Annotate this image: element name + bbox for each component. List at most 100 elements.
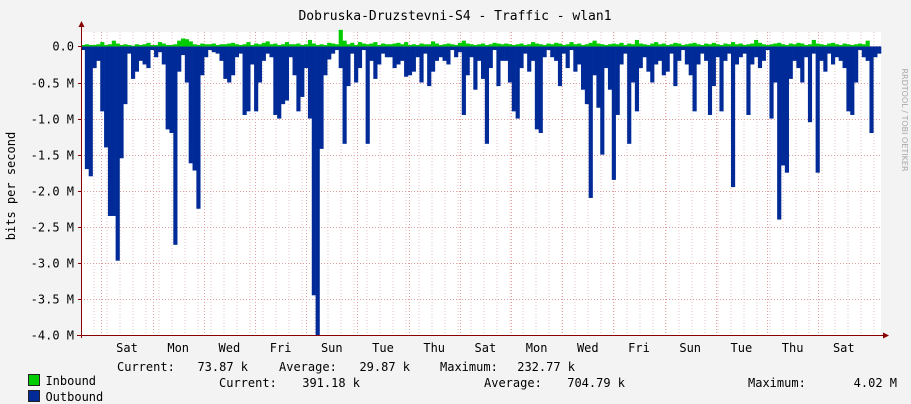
outbound-average-value: 704.79 k [567, 376, 626, 390]
outbound-bar [581, 46, 586, 90]
x-tick-label: Thu [782, 341, 804, 355]
inbound-bar [634, 39, 639, 47]
y-tick-label: -1.0 M [31, 113, 74, 127]
x-tick-label: Tue [372, 341, 394, 355]
outbound-bar [742, 46, 747, 54]
outbound-bar [261, 46, 266, 61]
outbound-bar [738, 46, 743, 58]
outbound-bar [696, 46, 701, 65]
outbound-bar [284, 46, 289, 101]
inbound-bar [784, 44, 789, 47]
outbound-bar [623, 46, 628, 54]
inbound-bar [265, 41, 270, 47]
legend-inbound: Inbound [14, 360, 96, 388]
inbound-bar [761, 44, 766, 47]
inbound-bar [392, 43, 397, 47]
inbound-maximum-value: 232.77 k [517, 360, 576, 374]
outbound-bar [207, 46, 213, 51]
outbound-bar [477, 46, 482, 61]
outbound-bar [369, 46, 374, 61]
inbound-bar [750, 43, 755, 47]
outbound-bar [361, 46, 366, 51]
inbound-bar [96, 44, 101, 47]
inbound-bar [719, 44, 724, 47]
inbound-bar [688, 43, 693, 47]
outbound-bar [561, 46, 566, 54]
outbound-bar [515, 46, 520, 119]
y-tick-label: -2.5 M [31, 221, 74, 235]
outbound-current-value: 391.18 k [302, 376, 361, 390]
inbound-bar [727, 44, 732, 47]
outbound-bar [465, 46, 470, 76]
inbound-bar [192, 44, 197, 47]
inbound-bar [454, 44, 459, 47]
x-tick-label: Sun [321, 341, 343, 355]
outbound-bar [354, 46, 359, 83]
outbound-bar [292, 46, 297, 76]
inbound-bar [723, 43, 728, 47]
outbound-bar [877, 46, 882, 54]
inbound-bar [534, 43, 539, 47]
outbound-bar [427, 46, 432, 87]
outbound-bar [688, 46, 693, 76]
outbound-bar [327, 46, 332, 60]
inbound-current-label: Current: [117, 360, 175, 374]
inbound-bar [677, 43, 682, 47]
outbound-bar [442, 46, 447, 61]
outbound-bar [754, 46, 759, 58]
outbound-bar [296, 46, 301, 112]
outbound-bar [484, 46, 489, 144]
outbound-bar [811, 46, 816, 54]
y-axis-label: bits per second [4, 132, 18, 240]
inbound-bar [281, 44, 286, 47]
outbound-bar [838, 46, 843, 61]
inbound-bar [304, 44, 309, 47]
inbound-bar [511, 44, 516, 47]
inbound-bar [123, 44, 128, 47]
outbound-bar [373, 46, 378, 79]
outbound-bar [577, 46, 582, 65]
outbound-bar [850, 46, 855, 115]
outbound-maximum-value: 4.02 M [853, 376, 898, 390]
inbound-bar [173, 44, 178, 47]
inbound-average: Average: 29.87 k [279, 360, 410, 374]
inbound-bar [107, 44, 113, 47]
data-bars [81, 29, 882, 336]
inbound-bar [527, 44, 532, 47]
inbound-bar [146, 42, 151, 47]
outbound-bar [215, 46, 220, 54]
x-tick-label: Thu [423, 341, 445, 355]
inbound-bar [465, 43, 470, 47]
outbound-bar [165, 46, 170, 130]
outbound-bar [777, 46, 782, 220]
outbound-bar [650, 46, 655, 83]
outbound-bar [681, 46, 686, 51]
inbound-bar [507, 44, 513, 47]
outbound-bar [669, 46, 674, 54]
y-tick-label: -4.0 M [31, 329, 74, 343]
inbound-bar [469, 44, 474, 47]
outbound-bar [511, 46, 516, 112]
outbound-bar [461, 46, 466, 115]
outbound-bar [446, 46, 451, 65]
outbound-bar [81, 46, 86, 51]
inbound-bar [284, 42, 289, 47]
outbound-bar [469, 46, 474, 58]
outbound-bar [807, 46, 813, 123]
y-axis-arrow [78, 21, 85, 27]
outbound-bar [731, 46, 736, 188]
inbound-bar [365, 44, 370, 47]
inbound-bar [623, 44, 628, 47]
inbound-bar [650, 43, 655, 47]
inbound-bar [611, 43, 616, 47]
inbound-bar [657, 44, 663, 47]
outbound-bar [223, 46, 228, 79]
outbound-bar [815, 46, 820, 173]
inbound-bar [427, 44, 432, 47]
outbound-bar [265, 46, 270, 54]
outbound-bar [534, 46, 539, 130]
inbound-bar [854, 44, 859, 47]
outbound-bar [142, 46, 147, 65]
x-tick-label: Sat [475, 341, 497, 355]
outbound-bar [254, 46, 259, 112]
